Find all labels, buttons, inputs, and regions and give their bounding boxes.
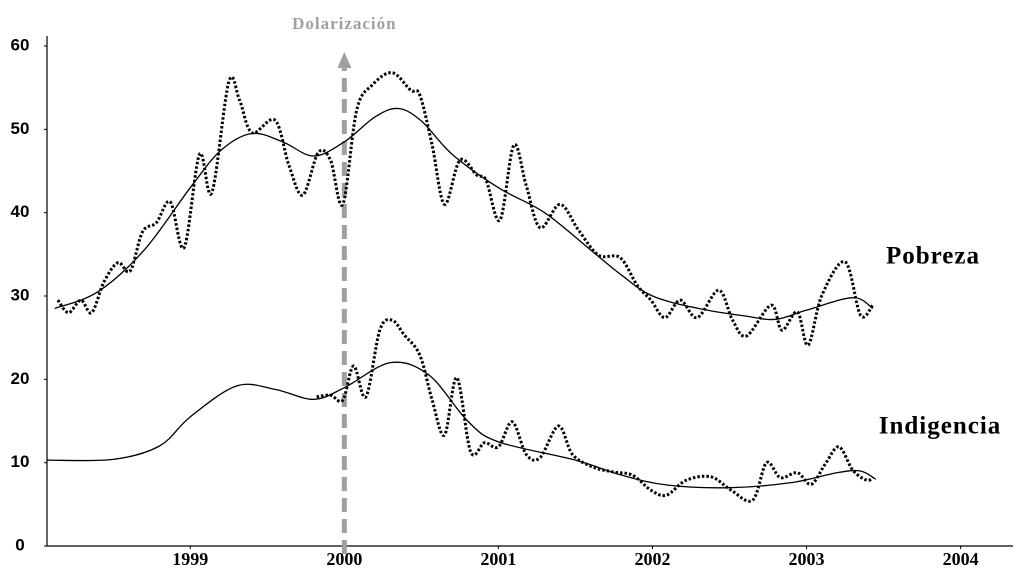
- series-line: [46, 361, 877, 489]
- y-tick-label: 50: [11, 119, 30, 138]
- series-line: [316, 318, 874, 503]
- x-tick-label: 2003: [789, 549, 825, 569]
- series-label: Indigencia: [879, 413, 1002, 440]
- x-tick-label: 2001: [480, 549, 516, 569]
- y-tick-label: 0: [15, 535, 24, 554]
- arrow-head: [337, 52, 352, 68]
- series-line: [56, 71, 874, 347]
- y-tick-label: 60: [11, 35, 30, 54]
- x-tick-label: 1999: [172, 549, 208, 569]
- annotation-label: Dolarización: [292, 14, 397, 33]
- x-tick-label: 2000: [326, 549, 362, 569]
- series-line: [54, 107, 874, 321]
- y-tick-label: 10: [11, 452, 30, 471]
- series-label: Pobreza: [886, 243, 980, 270]
- x-tick-label: 2002: [634, 549, 670, 569]
- y-tick-label: 20: [11, 369, 30, 388]
- x-tick-label: 2004: [943, 549, 979, 569]
- y-tick-label: 40: [11, 202, 30, 221]
- y-tick-label: 30: [11, 285, 30, 304]
